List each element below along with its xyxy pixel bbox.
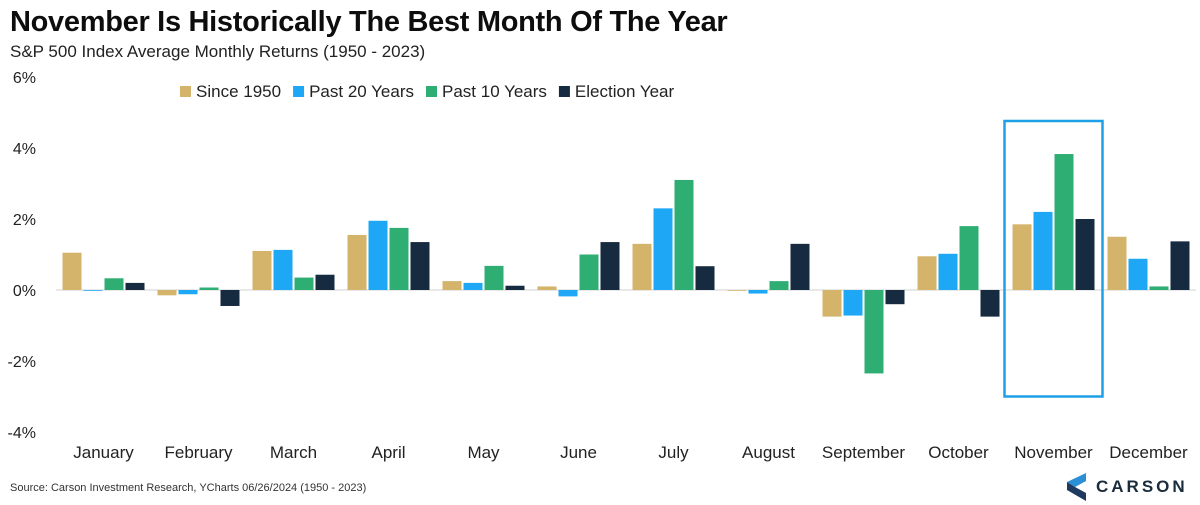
- legend-swatch: [558, 86, 570, 97]
- bar-since-1950: [537, 286, 557, 290]
- legend-swatch: [426, 86, 437, 97]
- x-tick-label: October: [928, 443, 989, 462]
- bar-election-year: [315, 274, 335, 290]
- bar-past-10-years: [1149, 286, 1169, 290]
- carson-logo-icon: [1066, 473, 1088, 501]
- bar-past-20-years: [558, 290, 578, 297]
- legend-label: Past 10 Years: [442, 82, 547, 101]
- bar-since-1950: [1107, 236, 1127, 290]
- x-tick-label: August: [742, 443, 795, 462]
- bar-past-10-years: [484, 265, 504, 290]
- bar-past-10-years: [104, 278, 124, 290]
- bar-election-year: [695, 266, 715, 290]
- bar-since-1950: [252, 250, 272, 290]
- x-tick-label: January: [73, 443, 134, 462]
- bar-election-year: [410, 242, 430, 290]
- bar-past-20-years: [368, 220, 388, 290]
- bar-past-10-years: [1054, 154, 1074, 290]
- x-tick-label: December: [1109, 443, 1188, 462]
- bar-past-20-years: [83, 290, 103, 291]
- bar-election-year: [1075, 219, 1095, 290]
- bar-past-10-years: [674, 179, 694, 290]
- y-tick-label: -4%: [8, 425, 36, 442]
- bar-election-year: [980, 290, 1000, 317]
- bar-past-20-years: [653, 208, 673, 290]
- x-tick-label: March: [270, 443, 317, 462]
- x-tick-label: June: [560, 443, 597, 462]
- bar-past-10-years: [199, 287, 219, 290]
- bar-since-1950: [917, 256, 937, 290]
- bar-past-20-years: [178, 290, 198, 295]
- bar-past-10-years: [579, 254, 599, 290]
- x-tick-label: September: [822, 443, 905, 462]
- bar-past-10-years: [294, 277, 314, 290]
- x-tick-label: February: [164, 443, 233, 462]
- bar-past-20-years: [843, 290, 863, 316]
- bar-since-1950: [822, 290, 842, 317]
- bar-since-1950: [347, 234, 367, 290]
- chart-subtitle: S&P 500 Index Average Monthly Returns (1…: [10, 42, 426, 61]
- y-tick-label: 0%: [13, 283, 36, 300]
- bar-election-year: [600, 242, 620, 290]
- bar-since-1950: [62, 252, 82, 290]
- legend-swatch: [180, 86, 191, 97]
- bar-election-year: [125, 282, 145, 290]
- y-tick-label: 6%: [13, 70, 36, 87]
- legend-swatch: [293, 86, 305, 97]
- bar-past-10-years: [864, 290, 884, 374]
- x-tick-label: July: [658, 443, 689, 462]
- bar-past-10-years: [959, 226, 979, 290]
- bar-past-20-years: [463, 282, 483, 290]
- bar-election-year: [505, 285, 525, 290]
- bar-past-20-years: [1033, 211, 1053, 290]
- bar-election-year: [885, 290, 905, 305]
- bar-past-20-years: [938, 253, 958, 290]
- bar-since-1950: [157, 290, 177, 296]
- bar-election-year: [1170, 241, 1190, 290]
- x-tick-label: May: [467, 443, 500, 462]
- bar-past-10-years: [389, 227, 409, 290]
- bar-election-year: [220, 290, 240, 306]
- bar-past-20-years: [273, 249, 293, 290]
- legend-label: Past 20 Years: [309, 82, 414, 101]
- x-tick-label: April: [371, 443, 405, 462]
- y-tick-label: 2%: [13, 212, 36, 229]
- bar-past-10-years: [769, 281, 789, 290]
- carson-brand: CARSON: [1066, 472, 1188, 502]
- bar-past-20-years: [1128, 258, 1148, 290]
- chart-title: November Is Historically The Best Month …: [10, 6, 728, 38]
- bar-since-1950: [727, 290, 747, 291]
- source-note: Source: Carson Investment Research, YCha…: [10, 482, 367, 494]
- bar-since-1950: [442, 281, 462, 290]
- legend-label: Since 1950: [196, 82, 281, 101]
- bar-election-year: [790, 243, 810, 290]
- bar-past-20-years: [748, 290, 768, 294]
- x-tick-label: November: [1014, 443, 1093, 462]
- bar-since-1950: [1012, 224, 1032, 290]
- y-tick-label: -2%: [8, 354, 36, 371]
- bar-since-1950: [632, 243, 652, 290]
- y-tick-label: 4%: [13, 141, 36, 158]
- highlight-box: [1003, 119, 1104, 398]
- brand-name: CARSON: [1096, 477, 1188, 496]
- legend-label: Election Year: [575, 82, 675, 101]
